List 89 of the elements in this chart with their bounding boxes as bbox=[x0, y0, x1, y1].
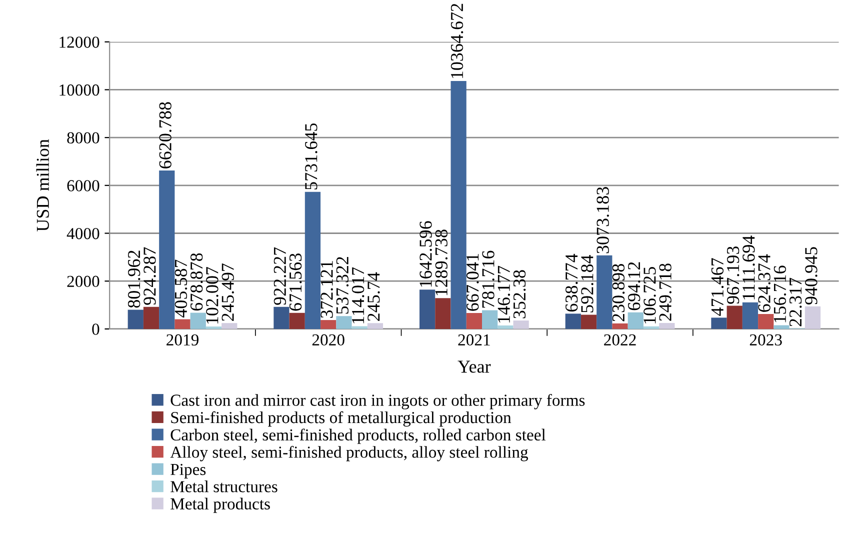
x-tick-label: 2019 bbox=[166, 334, 198, 346]
data-label: 146.177 bbox=[498, 266, 510, 322]
y-tick-label: 10000 bbox=[60, 84, 100, 96]
data-label: 1289.738 bbox=[435, 230, 448, 296]
x-tick-label: 2020 bbox=[312, 334, 344, 346]
data-label: 372.121 bbox=[320, 261, 333, 318]
data-label: 5731.645 bbox=[305, 123, 318, 190]
bar bbox=[498, 325, 514, 329]
bar bbox=[159, 170, 175, 329]
bar bbox=[565, 314, 581, 329]
bar bbox=[726, 306, 742, 329]
bar bbox=[450, 80, 466, 329]
legend-label: Alloy steel, semi-finished products, alloy steel rolling bbox=[170, 446, 528, 462]
data-label: 245.74 bbox=[368, 272, 380, 321]
data-label: 671.563 bbox=[289, 254, 302, 311]
data-label: 114.017 bbox=[352, 267, 364, 324]
legend-label: Metal structures bbox=[170, 480, 278, 492]
bar bbox=[482, 310, 498, 329]
bar bbox=[711, 318, 727, 329]
bar bbox=[513, 320, 529, 329]
bar bbox=[420, 290, 436, 329]
data-label: 678.878 bbox=[190, 253, 203, 311]
x-tick-label: 2021 bbox=[458, 334, 490, 346]
legend-label: Cast iron and mirror cast iron in ingots or other primary forms bbox=[170, 394, 585, 410]
legend-label: Carbon steel, semi-finished products, rolled carbon steel bbox=[170, 428, 546, 444]
y-axis-title: USD million bbox=[36, 139, 49, 232]
data-label: 781.716 bbox=[482, 250, 494, 308]
bar bbox=[628, 312, 644, 329]
bar bbox=[804, 306, 821, 329]
bar bbox=[352, 326, 368, 329]
legend-label: Metal products bbox=[170, 498, 270, 513]
bar bbox=[758, 314, 774, 329]
y-tick-label: 0 bbox=[92, 324, 100, 335]
data-label: 249.718 bbox=[659, 264, 672, 321]
bar bbox=[222, 323, 238, 329]
data-label: 922.227 bbox=[274, 247, 286, 305]
bar bbox=[580, 314, 597, 329]
y-tick-label: 12000 bbox=[60, 36, 100, 48]
data-label: 537.322 bbox=[336, 257, 349, 314]
data-label: 801.962 bbox=[128, 250, 140, 308]
bar bbox=[174, 319, 190, 329]
data-label: 638.774 bbox=[565, 254, 578, 312]
bar bbox=[643, 326, 660, 329]
data-label: 10364.672 bbox=[450, 4, 464, 78]
bar bbox=[304, 192, 321, 329]
data-label: 3073.183 bbox=[596, 187, 609, 254]
y-tick-label: 2000 bbox=[67, 276, 100, 288]
x-tick-label: 2023 bbox=[750, 334, 782, 346]
legend-label: Semi-finished products of metallurgical production bbox=[171, 411, 512, 427]
bar bbox=[435, 298, 451, 329]
data-label: 1111.694 bbox=[742, 236, 755, 300]
data-label: 230.898 bbox=[612, 264, 625, 322]
data-label: 967.193 bbox=[727, 246, 740, 304]
data-label: 405.587 bbox=[174, 260, 188, 318]
y-tick-label: 4000 bbox=[66, 228, 100, 240]
data-label: 471.467 bbox=[711, 258, 724, 316]
y-tick-label: 8000 bbox=[67, 132, 100, 144]
bar bbox=[742, 302, 758, 329]
data-label: 106.725 bbox=[644, 267, 656, 324]
legend-label: Pipes bbox=[170, 464, 206, 478]
x-tick-label: 2022 bbox=[604, 334, 636, 346]
bar bbox=[774, 325, 790, 329]
bar bbox=[274, 306, 290, 329]
bar bbox=[320, 320, 336, 329]
data-label: 102.007 bbox=[206, 266, 218, 324]
data-label: 624.374 bbox=[758, 254, 770, 312]
data-label: 156.716 bbox=[774, 266, 786, 322]
data-label: 940.945 bbox=[805, 247, 818, 304]
data-label: 352.38 bbox=[513, 270, 526, 318]
bar bbox=[367, 323, 384, 329]
data-label: 924.287 bbox=[144, 247, 156, 305]
data-label: 22.317 bbox=[790, 278, 802, 326]
bar bbox=[612, 323, 628, 329]
data-label: 1642.596 bbox=[420, 221, 432, 287]
bar bbox=[336, 316, 352, 329]
bar bbox=[466, 312, 482, 329]
bar bbox=[596, 255, 612, 329]
x-axis-title: Year bbox=[458, 360, 491, 373]
bar bbox=[143, 306, 160, 329]
data-label: 592.184 bbox=[581, 254, 594, 312]
bar bbox=[190, 312, 206, 329]
bar bbox=[128, 310, 144, 329]
data-label: 667.041 bbox=[466, 254, 479, 311]
bar bbox=[659, 322, 675, 329]
bar bbox=[289, 312, 305, 329]
y-tick-label: 6000 bbox=[67, 180, 100, 192]
data-label: 245.497 bbox=[222, 264, 234, 321]
data-label: 694.12 bbox=[628, 262, 640, 310]
data-label: 6620.788 bbox=[159, 102, 172, 168]
